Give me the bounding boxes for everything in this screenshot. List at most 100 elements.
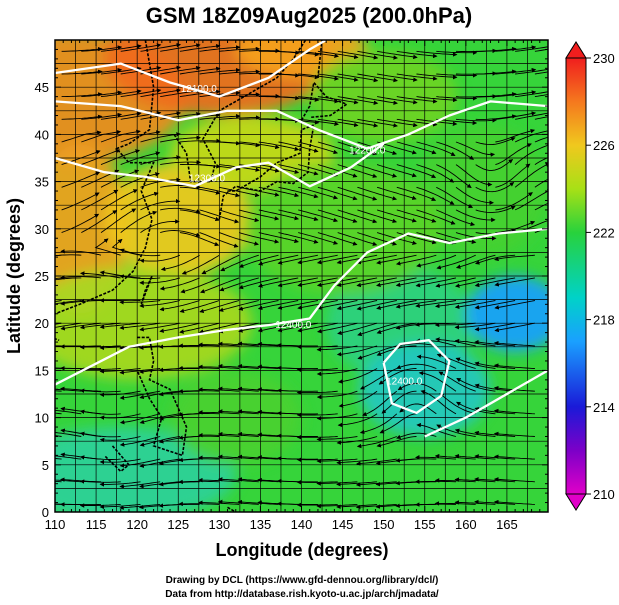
streamline	[61, 46, 103, 52]
colorbar-tick-label: 226	[593, 138, 615, 153]
streamline	[317, 118, 359, 128]
contour-line	[382, 339, 451, 415]
x-axis: 110 115 120 125 130 135 140 145 150 155 160 165	[45, 40, 549, 532]
plot-area: 12100.0 12200.0 12300.0 12400.0 12400.0	[55, 40, 548, 512]
streamline	[436, 50, 478, 55]
streamline	[415, 300, 457, 308]
streamline	[475, 69, 517, 75]
streamline	[119, 436, 161, 447]
streamline	[278, 209, 319, 222]
streamline	[337, 50, 379, 60]
streamline	[298, 96, 339, 104]
streamline	[120, 210, 158, 233]
streamline	[396, 96, 438, 104]
streamline	[395, 277, 437, 288]
streamline	[160, 230, 201, 237]
streamline	[534, 202, 548, 211]
streamline	[278, 164, 319, 176]
streamline	[317, 232, 358, 246]
streamline	[278, 186, 319, 199]
y-tick-label: 35	[35, 175, 49, 190]
contour-label: 12300.0	[189, 174, 226, 185]
streamline	[60, 275, 102, 280]
x-tick-label: 110	[45, 517, 66, 532]
streamline	[140, 42, 182, 52]
streamline	[179, 232, 220, 247]
streamline	[296, 390, 338, 395]
streamline	[258, 232, 299, 244]
streamline	[495, 90, 537, 98]
streamline	[436, 96, 478, 101]
streamline	[416, 186, 455, 205]
streamline	[199, 113, 241, 120]
streamline	[534, 157, 548, 165]
colorbar-tick-label: 210	[593, 487, 615, 502]
streamline	[99, 322, 141, 330]
y-tick-label: 20	[35, 316, 49, 331]
streamline	[159, 277, 200, 291]
streamline	[337, 322, 378, 336]
streamline	[455, 118, 497, 123]
streamline	[100, 169, 140, 188]
streamline	[61, 92, 103, 98]
streamline	[495, 128, 536, 143]
streamline	[181, 254, 220, 275]
streamline	[534, 178, 548, 188]
streamline	[179, 66, 221, 75]
streamline	[55, 322, 82, 328]
streamline	[298, 73, 339, 81]
streamline	[317, 186, 358, 201]
streamline	[239, 116, 281, 122]
streamline	[357, 186, 398, 201]
streamline	[338, 390, 378, 408]
streamline	[376, 277, 417, 288]
streamline	[376, 164, 417, 178]
streamline	[397, 383, 437, 392]
streamline	[297, 277, 338, 288]
contour-line	[55, 40, 327, 98]
streamline	[55, 390, 62, 392]
streamline	[258, 254, 299, 266]
colorbar-tick-label: 230	[593, 51, 615, 66]
streamline	[455, 186, 494, 205]
streamline	[298, 209, 339, 223]
streamline	[199, 209, 240, 224]
streamline	[357, 118, 398, 128]
streamline	[436, 254, 476, 270]
streamline	[357, 164, 398, 178]
streamline	[81, 45, 123, 52]
streamline	[381, 390, 417, 414]
streamline	[455, 141, 496, 157]
streamline	[436, 209, 476, 227]
field-blob	[465, 276, 548, 352]
y-tick-label: 30	[35, 222, 49, 237]
x-tick-label: 140	[291, 517, 313, 532]
streamline	[396, 232, 437, 245]
streamline	[179, 186, 221, 195]
streamline	[199, 232, 239, 248]
y-tick-label: 40	[35, 127, 49, 142]
colorbar-ticks: 230 226 222 218 214 210	[586, 51, 615, 502]
streamline	[416, 254, 457, 268]
chart-title: GSM 18Z09Aug2025 (200.0hPa)	[146, 3, 472, 28]
streamline	[219, 141, 261, 148]
streamline	[455, 277, 496, 288]
streamline	[160, 254, 200, 272]
streamline	[494, 300, 535, 310]
streamline	[534, 116, 548, 120]
streamline	[81, 129, 122, 143]
streamline	[99, 458, 141, 465]
streamline	[140, 132, 181, 143]
streamline	[278, 232, 319, 244]
streamline	[416, 50, 458, 57]
y-tick-label: 10	[35, 411, 49, 426]
streamline	[199, 45, 241, 52]
streamline	[379, 413, 417, 434]
streamline	[219, 69, 261, 75]
streamline	[79, 409, 121, 415]
credit-drawing: Drawing by DCL (https://www.gfd-dennou.o…	[166, 575, 439, 586]
x-tick-label: 115	[86, 517, 107, 532]
streamline	[317, 73, 359, 82]
streamline	[357, 50, 398, 60]
